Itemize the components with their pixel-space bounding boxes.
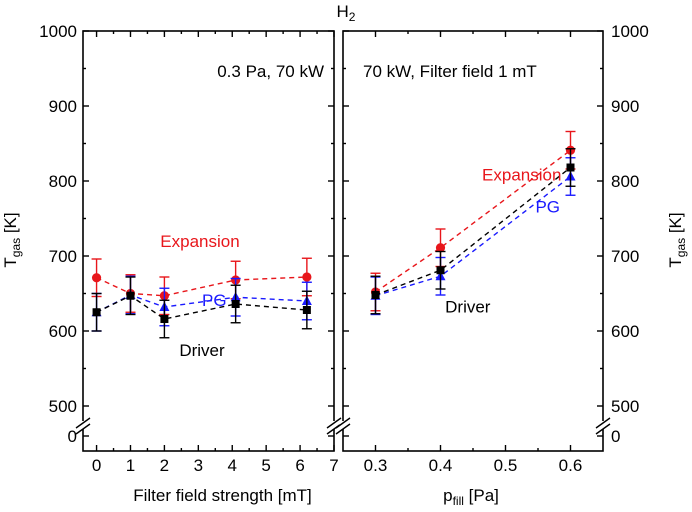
y-tick-label: 800 (49, 172, 77, 191)
y-axis-title: Tgas [K] (666, 212, 688, 267)
axis-break-mark (326, 417, 342, 429)
marker-expansion (435, 243, 446, 253)
series-line-pg (375, 175, 571, 297)
y-tick-label: 500 (611, 397, 639, 416)
panel-annotation: 70 kW, Filter field 1 mT (363, 62, 537, 81)
x-tick-label: 6 (295, 456, 304, 475)
marker-driver (371, 291, 380, 299)
marker-driver (302, 306, 311, 314)
y-axis-title: Tgas [K] (1, 212, 23, 267)
marker-driver (231, 300, 240, 308)
axis-break-mark (335, 423, 351, 435)
x-tick-label: 7 (329, 456, 338, 475)
y-tick-label: 600 (49, 322, 77, 341)
series-line-driver (96, 294, 307, 320)
y-tick-label: 600 (611, 322, 639, 341)
figure-title: H2 (337, 2, 356, 24)
x-axis-title: pfill [Pa] (443, 486, 499, 508)
right-panel: 500 600 700 800 900 1000 0 0.3 0.4 0.5 0.6 pfill [P… (335, 22, 688, 508)
marker-driver (436, 266, 445, 275)
axis-break-mark (335, 417, 351, 429)
plot-frame (82, 30, 335, 452)
axis-break-mark (595, 417, 611, 429)
x-tick-label: 0 (92, 456, 101, 475)
x-tick-label: 3 (194, 456, 203, 475)
y-tick-label: 700 (611, 247, 639, 266)
panel-annotation: 0.3 Pa, 70 kW (217, 62, 324, 81)
axis-break-mark (75, 423, 91, 435)
axis-break-mark (75, 417, 91, 429)
y-tick-label: 900 (49, 97, 77, 116)
axis-break-mark (595, 423, 611, 435)
marker-expansion (91, 273, 102, 283)
y-tick-label: 1000 (611, 22, 649, 41)
series-label-expansion: Expansion (482, 165, 561, 184)
x-tick-label: 0.3 (364, 456, 388, 475)
marker-expansion (302, 272, 312, 282)
marker-driver (566, 163, 575, 172)
y-tick-label: 1000 (39, 22, 77, 41)
x-tick-label: 2 (160, 456, 169, 475)
y-tick-label: 0 (611, 427, 620, 446)
x-tick-label: 4 (228, 456, 237, 475)
x-tick-label: 5 (261, 456, 270, 475)
y-tick-label: 700 (49, 247, 77, 266)
y-tick-label: 800 (611, 172, 639, 191)
series-line-driver (375, 166, 571, 296)
x-tick-label: 0.5 (494, 456, 518, 475)
series-label-pg: PG (535, 198, 560, 217)
x-tick-label: 0.6 (559, 456, 583, 475)
marker-driver (126, 291, 135, 300)
x-tick-label: 0.4 (429, 456, 453, 475)
x-tick-label: 1 (126, 456, 135, 475)
series-label-expansion: Expansion (160, 232, 239, 251)
plot-frame (342, 30, 604, 452)
series-label-driver: Driver (179, 341, 225, 360)
y-tick-label: 0 (68, 427, 77, 446)
y-tick-label: 900 (611, 97, 639, 116)
x-axis-title: Filter field strength [mT] (133, 486, 312, 505)
marker-driver (92, 308, 101, 317)
series-label-driver: Driver (445, 297, 491, 316)
y-tick-label: 500 (49, 397, 77, 416)
left-panel: 500 600 700 800 900 1000 00 1 2 3 4 5 6 7 Filter field… (1, 22, 342, 505)
marker-driver (160, 315, 169, 323)
series-label-pg: PG (202, 291, 227, 310)
